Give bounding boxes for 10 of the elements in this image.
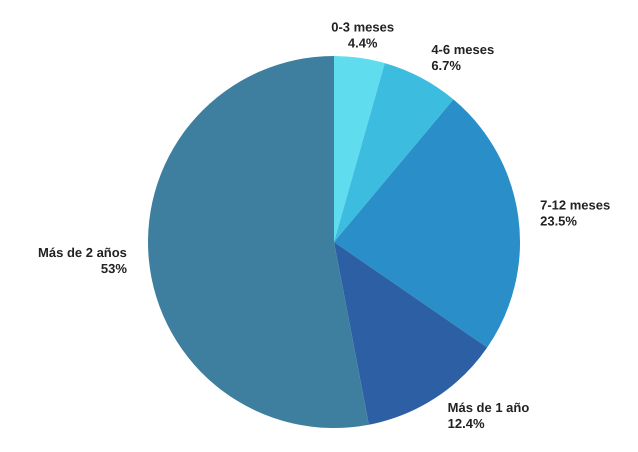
slice-label: Más de 1 año [448, 400, 530, 415]
data-label: 12.4% [448, 416, 485, 431]
slice-label: Más de 2 años [38, 245, 127, 260]
data-label: 23.5% [540, 214, 578, 229]
slice-label: 7-12 meses [540, 198, 610, 213]
data-label: 4.4% [348, 36, 378, 51]
data-label: 53% [100, 261, 128, 276]
slice-label: 0-3 meses [331, 20, 394, 35]
data-label: 6.7% [431, 58, 462, 73]
slice-label: 4-6 meses [431, 42, 494, 57]
